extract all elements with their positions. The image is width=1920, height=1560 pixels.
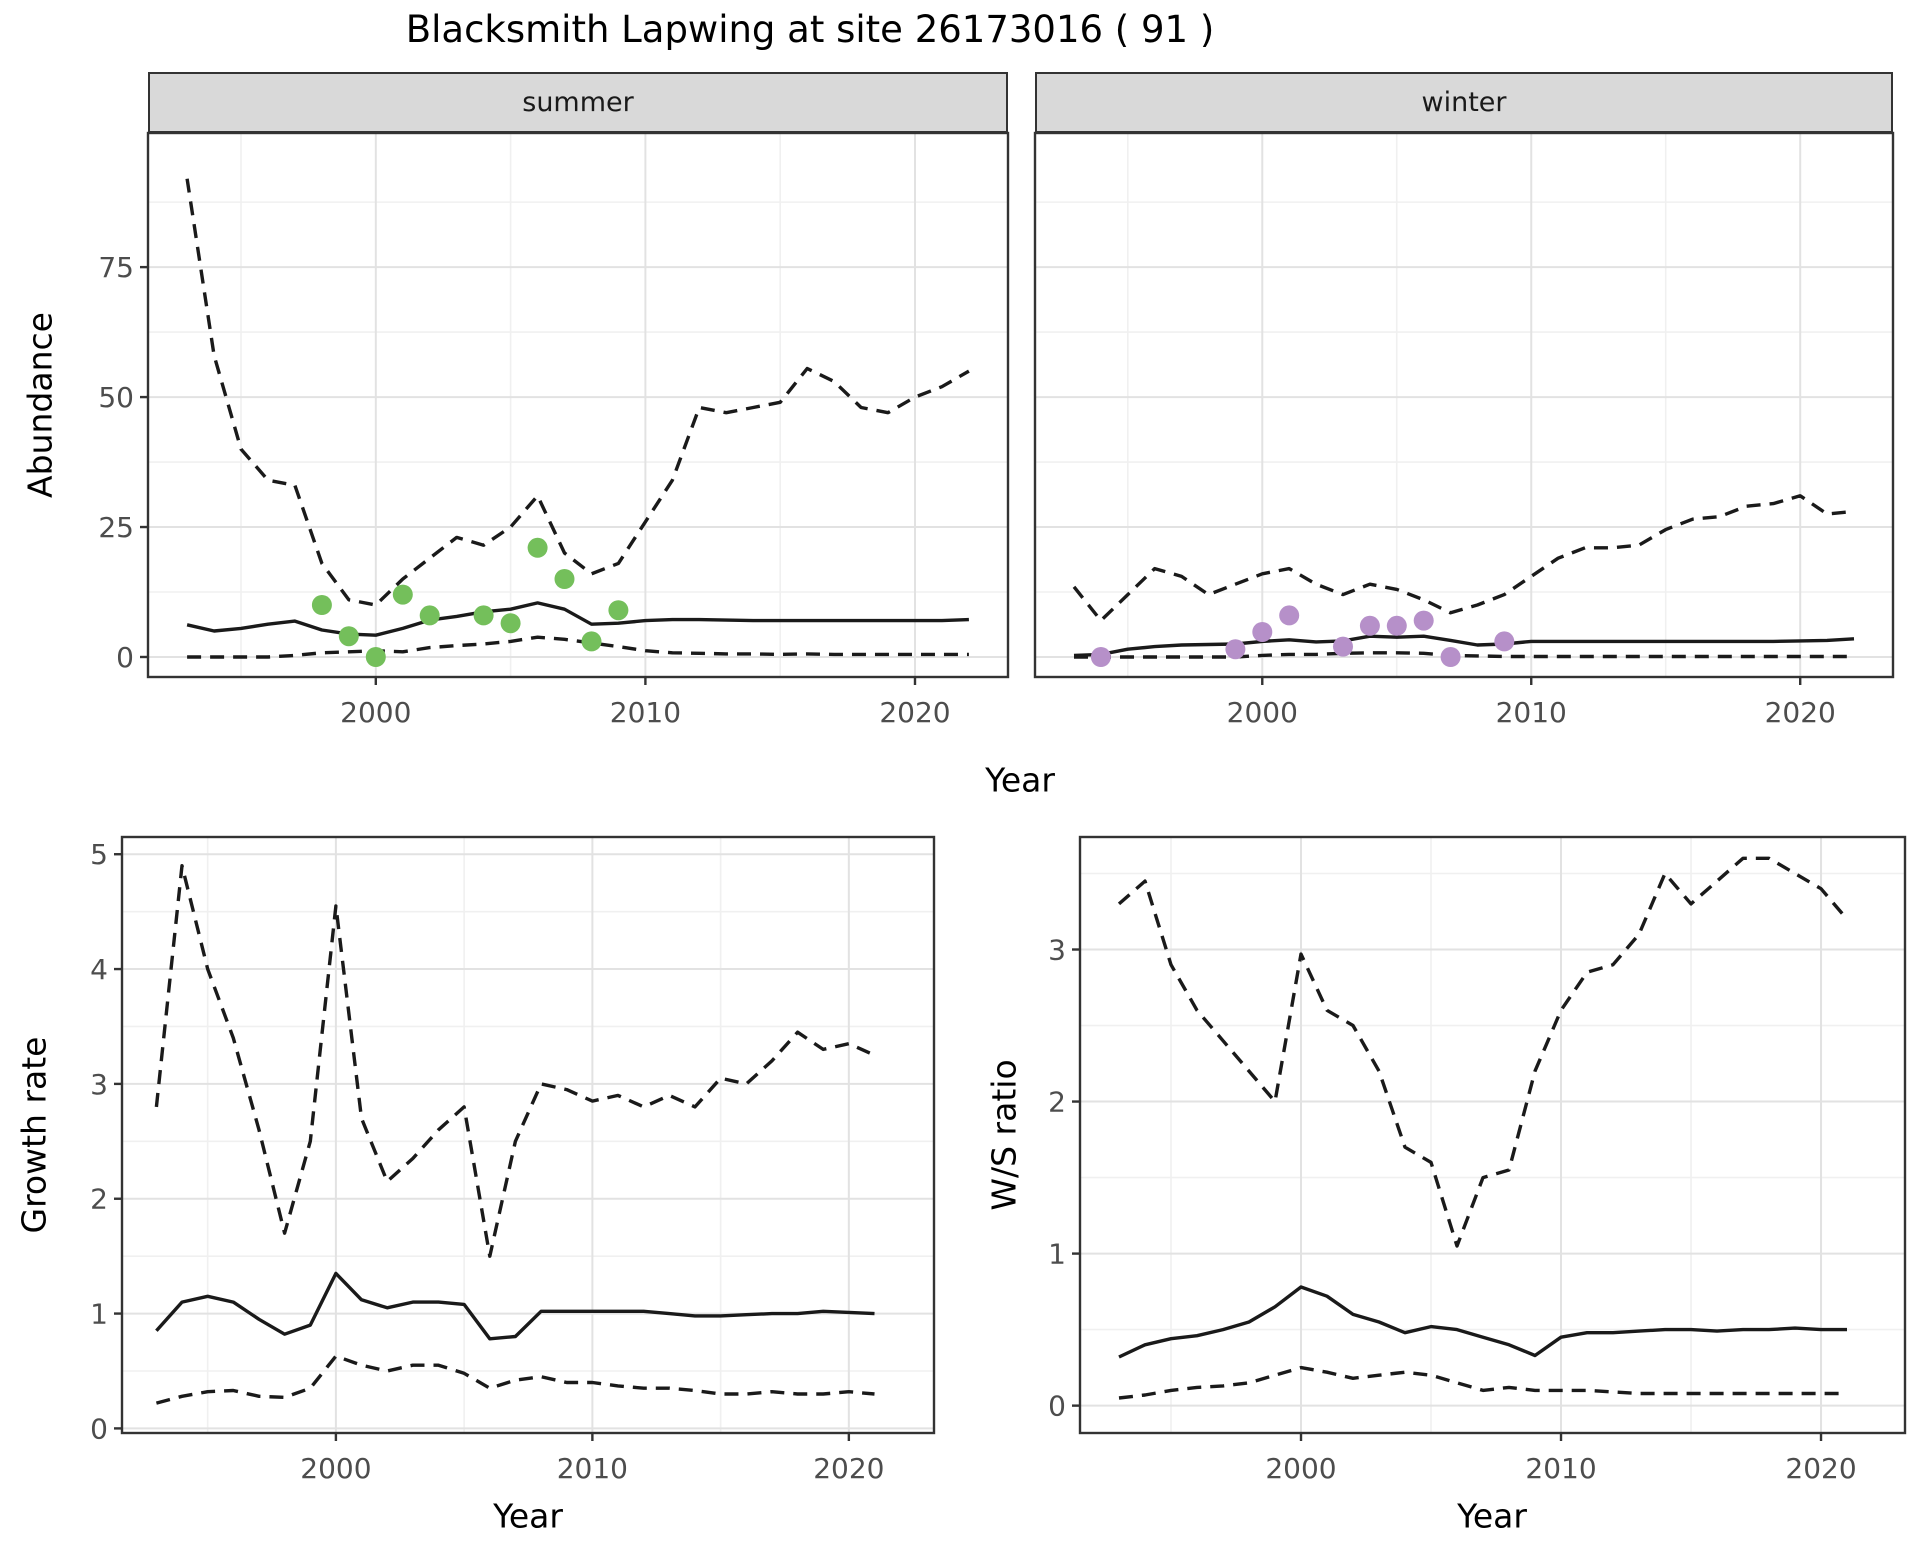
observation-point — [1333, 636, 1353, 657]
panel-border — [120, 835, 936, 1435]
y-tick-label: 50 — [98, 381, 134, 414]
observation-point — [1440, 647, 1461, 667]
x-tick-label: 2020 — [879, 696, 950, 729]
panel-background — [122, 837, 934, 1433]
y-tick-label: 1 — [1048, 1238, 1066, 1271]
observation-point — [419, 605, 440, 626]
series-median — [1073, 634, 1855, 658]
observation-point — [1279, 605, 1300, 626]
y-tick-label: 2 — [90, 1183, 108, 1216]
observation-point — [1252, 622, 1273, 642]
observation-point — [527, 537, 548, 558]
y-tick-label: 0 — [1048, 1390, 1066, 1423]
observation-point — [554, 569, 575, 589]
y-tick-label: 0 — [116, 641, 134, 674]
growth-rate-axis-title: Growth rate — [14, 1036, 54, 1234]
facet-strip-summer-label: summer — [522, 87, 634, 118]
facet-strip-winter: winter — [1035, 72, 1893, 133]
x-tick-label: 2010 — [1525, 1452, 1596, 1485]
facet-strip-summer: summer — [148, 72, 1008, 133]
y-tick-label: 4 — [90, 953, 108, 986]
x-tick-label: 2010 — [610, 696, 681, 729]
y-tick-label: 0 — [90, 1412, 108, 1445]
x-tick-label: 2000 — [340, 696, 411, 729]
series-median — [186, 601, 969, 637]
series-upper_ci — [1072, 494, 1855, 623]
panel-border — [146, 131, 1010, 679]
x-tick-label: 2020 — [1765, 696, 1836, 729]
observation-point — [311, 595, 332, 615]
panel-background — [1035, 133, 1893, 677]
observation-point — [365, 647, 386, 667]
observation-point — [1090, 647, 1111, 667]
y-tick-label: 3 — [1048, 934, 1066, 967]
top-year-axis-title: Year — [985, 760, 1055, 800]
series-median — [1118, 1285, 1847, 1359]
x-tick-label: 2000 — [300, 1452, 371, 1485]
x-tick-label: 2020 — [1785, 1452, 1856, 1485]
observation-point — [1386, 615, 1407, 636]
facet-strip-winter-label: winter — [1421, 87, 1507, 118]
series-upper_ci — [154, 864, 876, 1258]
x-tick-label: 2020 — [813, 1452, 884, 1485]
x-tick-label: 2010 — [1496, 696, 1567, 729]
y-tick-label: 25 — [98, 511, 134, 544]
series-lower_ci — [155, 1354, 875, 1405]
y-tick-label: 5 — [90, 838, 108, 871]
series-lower_ci — [187, 635, 969, 659]
abundance-axis-title: Abundance — [20, 312, 60, 498]
bottom-right-year-axis-title: Year — [1457, 1496, 1527, 1536]
panel-border — [1078, 835, 1907, 1435]
panel-background — [148, 133, 1008, 677]
panel-winter: 2000 2010 2020 — [1033, 131, 1895, 729]
observation-point — [608, 600, 629, 621]
y-tick-label: 3 — [90, 1068, 108, 1101]
observation-point — [392, 584, 413, 605]
series-median — [155, 1271, 875, 1341]
observation-point — [1413, 610, 1434, 631]
x-tick-label: 2000 — [1227, 696, 1298, 729]
observation-point — [500, 613, 521, 634]
series-lower_ci — [1118, 1365, 1847, 1400]
panel-ws: 2000 2010 2020 0 1 2 3 — [1048, 835, 1907, 1485]
observation-point — [338, 626, 359, 647]
x-tick-label: 2000 — [1265, 1452, 1336, 1485]
figure-title: Blacksmith Lapwing at site 26173016 ( 91… — [405, 8, 1215, 51]
observation-point — [581, 631, 602, 652]
panel-border — [1033, 131, 1895, 679]
bottom-left-year-axis-title: Year — [493, 1496, 563, 1536]
y-tick-label: 2 — [1048, 1086, 1066, 1119]
panel-background — [1080, 837, 1905, 1433]
series-lower_ci — [1074, 651, 1854, 659]
observation-point — [473, 605, 494, 626]
observation-point — [1359, 615, 1380, 636]
x-tick-label: 2010 — [557, 1452, 628, 1485]
observation-point — [1494, 631, 1515, 652]
series-upper_ci — [185, 178, 970, 607]
panel-summer: 2000 2010 2020 0 25 50 75 — [98, 131, 1010, 729]
observation-point — [1225, 639, 1246, 660]
y-tick-label: 1 — [90, 1298, 108, 1331]
panel-growth: 2000 2010 2020 0 1 2 3 4 5 — [90, 835, 936, 1485]
y-tick-label: 75 — [98, 251, 134, 284]
series-upper_ci — [1117, 856, 1849, 1248]
ws-ratio-axis-title: W/S ratio — [984, 1059, 1024, 1211]
